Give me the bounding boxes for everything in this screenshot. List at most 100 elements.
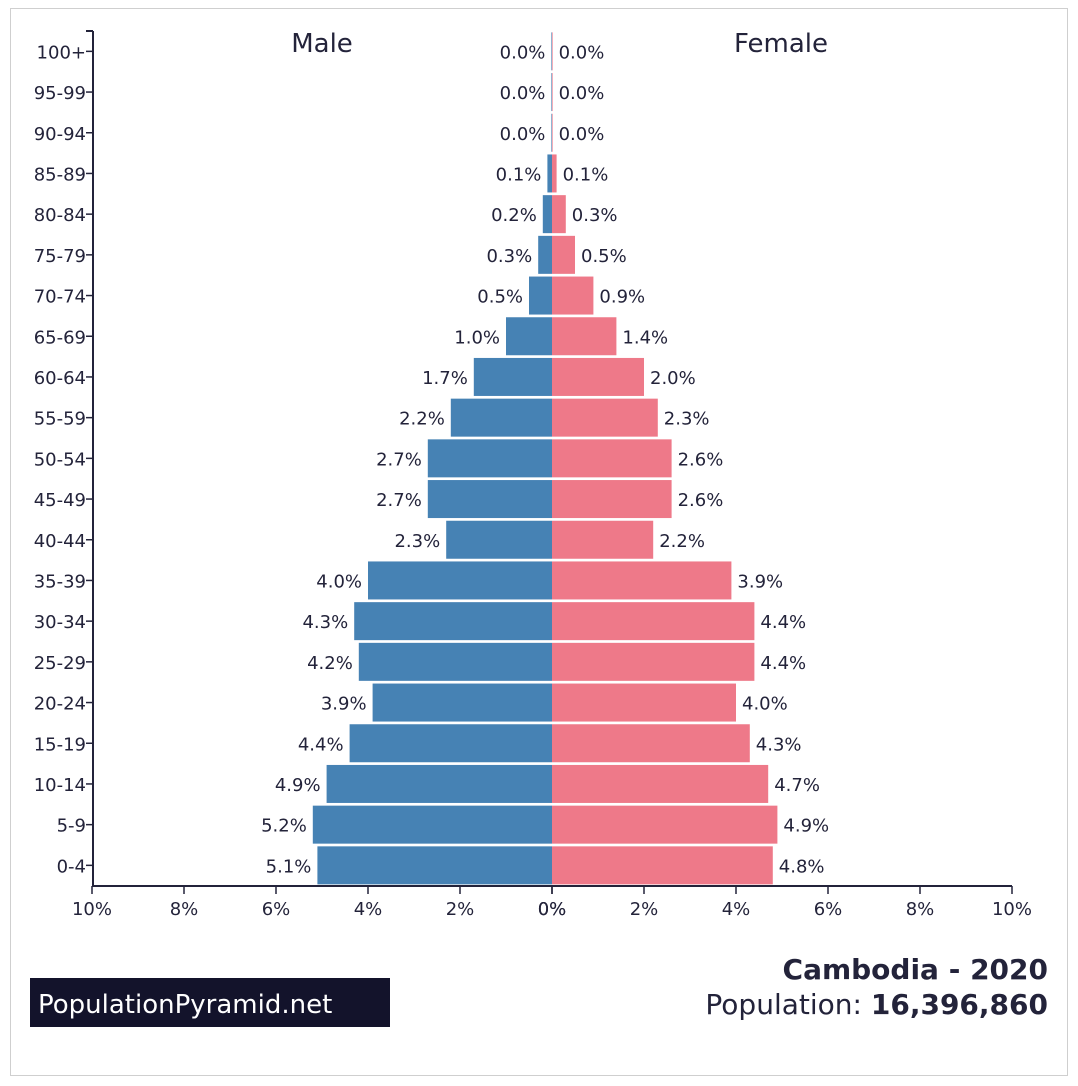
male-bar-15-19 [349, 724, 552, 763]
female-bar-65-69 [552, 317, 617, 356]
male-bar-50-54 [427, 439, 552, 478]
female-bar-45-49 [552, 480, 672, 519]
age-label-90-94: 90-94 [34, 124, 86, 145]
male-value-label-100+: 0.0% [500, 42, 546, 63]
male-value-label-20-24: 3.9% [321, 694, 367, 715]
female-bar-35-39 [552, 561, 732, 600]
male-bar-70-74 [529, 276, 552, 315]
age-label-15-19: 15-19 [34, 734, 86, 755]
age-label-45-49: 45-49 [34, 490, 86, 511]
female-value-label-5-9: 4.9% [783, 816, 829, 837]
age-label-85-89: 85-89 [34, 164, 86, 185]
male-value-label-45-49: 2.7% [376, 490, 422, 511]
female-value-label-40-44: 2.2% [659, 531, 705, 552]
male-bar-60-64 [473, 357, 552, 396]
age-label-70-74: 70-74 [34, 287, 86, 308]
male-value-label-15-19: 4.4% [298, 734, 344, 755]
age-label-95-99: 95-99 [34, 83, 86, 104]
female-x-tick-label-2: 2% [630, 899, 659, 920]
male-bar-40-44 [446, 520, 552, 559]
female-bar-0-4 [552, 846, 773, 885]
age-label-100+: 100+ [37, 42, 86, 63]
female-x-tick-label-4: 4% [722, 899, 751, 920]
female-bar-50-54 [552, 439, 672, 478]
male-bar-10-14 [326, 764, 552, 803]
male-value-label-85-89: 0.1% [496, 164, 542, 185]
age-label-60-64: 60-64 [34, 368, 86, 389]
male-bar-5-9 [312, 805, 552, 844]
female-bar-15-19 [552, 724, 750, 763]
female-value-label-100+: 0.0% [559, 42, 605, 63]
male-value-label-70-74: 0.5% [477, 287, 523, 308]
age-label-35-39: 35-39 [34, 571, 86, 592]
female-x-tick-label-8: 8% [906, 899, 935, 920]
male-value-label-50-54: 2.7% [376, 449, 422, 470]
female-value-label-15-19: 4.3% [756, 734, 802, 755]
male-x-tick-label-0: 0% [538, 899, 567, 920]
male-x-tick-label-8: 8% [170, 899, 199, 920]
female-bar-40-44 [552, 520, 654, 559]
female-bar-85-89 [552, 154, 557, 193]
male-bar-90-94 [551, 113, 552, 152]
female-value-label-90-94: 0.0% [559, 124, 605, 145]
male-value-label-95-99: 0.0% [500, 83, 546, 104]
female-bar-5-9 [552, 805, 778, 844]
female-x-tick-label-10: 10% [992, 899, 1032, 920]
female-title: Female [734, 29, 828, 59]
axes-group: 100+ 95-99 90-94 85-89 80-84 75-79 70-74 65-69 6… [34, 30, 1032, 920]
female-bar-70-74 [552, 276, 594, 315]
female-bar-100+ [552, 32, 553, 71]
female-value-label-45-49: 2.6% [678, 490, 724, 511]
female-value-label-65-69: 1.4% [622, 327, 668, 348]
male-bar-30-34 [354, 602, 552, 641]
female-x-tick-label-0: 0% [538, 899, 567, 920]
male-value-label-5-9: 5.2% [261, 816, 307, 837]
male-bar-95-99 [551, 73, 552, 112]
male-x-tick-label-2: 2% [446, 899, 475, 920]
age-label-55-59: 55-59 [34, 409, 86, 430]
female-value-label-50-54: 2.6% [678, 449, 724, 470]
brand-text: PopulationPyramid.net [38, 990, 332, 1020]
male-bar-75-79 [538, 235, 552, 274]
male-value-label-65-69: 1.0% [454, 327, 500, 348]
female-value-label-95-99: 0.0% [559, 83, 605, 104]
bars-group: 0.0% 0.0% 0.0% 0.0% 0.0% 0.0% 0.1% 0.1% 0.2% 0.3%… [261, 32, 829, 885]
female-value-label-85-89: 0.1% [563, 164, 609, 185]
female-value-label-25-29: 4.4% [760, 653, 806, 674]
male-bar-0-4 [317, 846, 552, 885]
male-value-label-55-59: 2.2% [399, 409, 445, 430]
age-label-25-29: 25-29 [34, 653, 86, 674]
male-bar-25-29 [358, 642, 552, 681]
female-bar-55-59 [552, 398, 658, 437]
female-value-label-80-84: 0.3% [572, 205, 618, 226]
male-value-label-40-44: 2.3% [394, 531, 440, 552]
population-line: Population: 16,396,860 [705, 988, 1048, 1021]
female-bar-95-99 [552, 73, 553, 112]
male-bar-35-39 [368, 561, 552, 600]
female-value-label-75-79: 0.5% [581, 246, 627, 267]
population-label: Population: [705, 988, 870, 1021]
age-label-0-4: 0-4 [57, 856, 86, 877]
female-x-tick-label-6: 6% [814, 899, 843, 920]
female-value-label-70-74: 0.9% [599, 287, 645, 308]
female-bar-80-84 [552, 195, 566, 234]
population-value: 16,396,860 [871, 988, 1048, 1021]
age-label-10-14: 10-14 [34, 775, 86, 796]
male-x-tick-label-10: 10% [72, 899, 112, 920]
female-value-label-60-64: 2.0% [650, 368, 696, 389]
male-bar-65-69 [506, 317, 552, 356]
age-label-80-84: 80-84 [34, 205, 86, 226]
age-label-65-69: 65-69 [34, 327, 86, 348]
male-bar-55-59 [450, 398, 552, 437]
female-value-label-30-34: 4.4% [760, 612, 806, 633]
female-bar-75-79 [552, 235, 575, 274]
female-value-label-10-14: 4.7% [774, 775, 820, 796]
female-bar-90-94 [552, 113, 553, 152]
female-bar-10-14 [552, 764, 769, 803]
female-value-label-35-39: 3.9% [737, 571, 783, 592]
age-label-20-24: 20-24 [34, 694, 86, 715]
country-year-title: Cambodia - 2020 [783, 953, 1048, 986]
male-bar-20-24 [372, 683, 552, 722]
age-label-40-44: 40-44 [34, 531, 86, 552]
